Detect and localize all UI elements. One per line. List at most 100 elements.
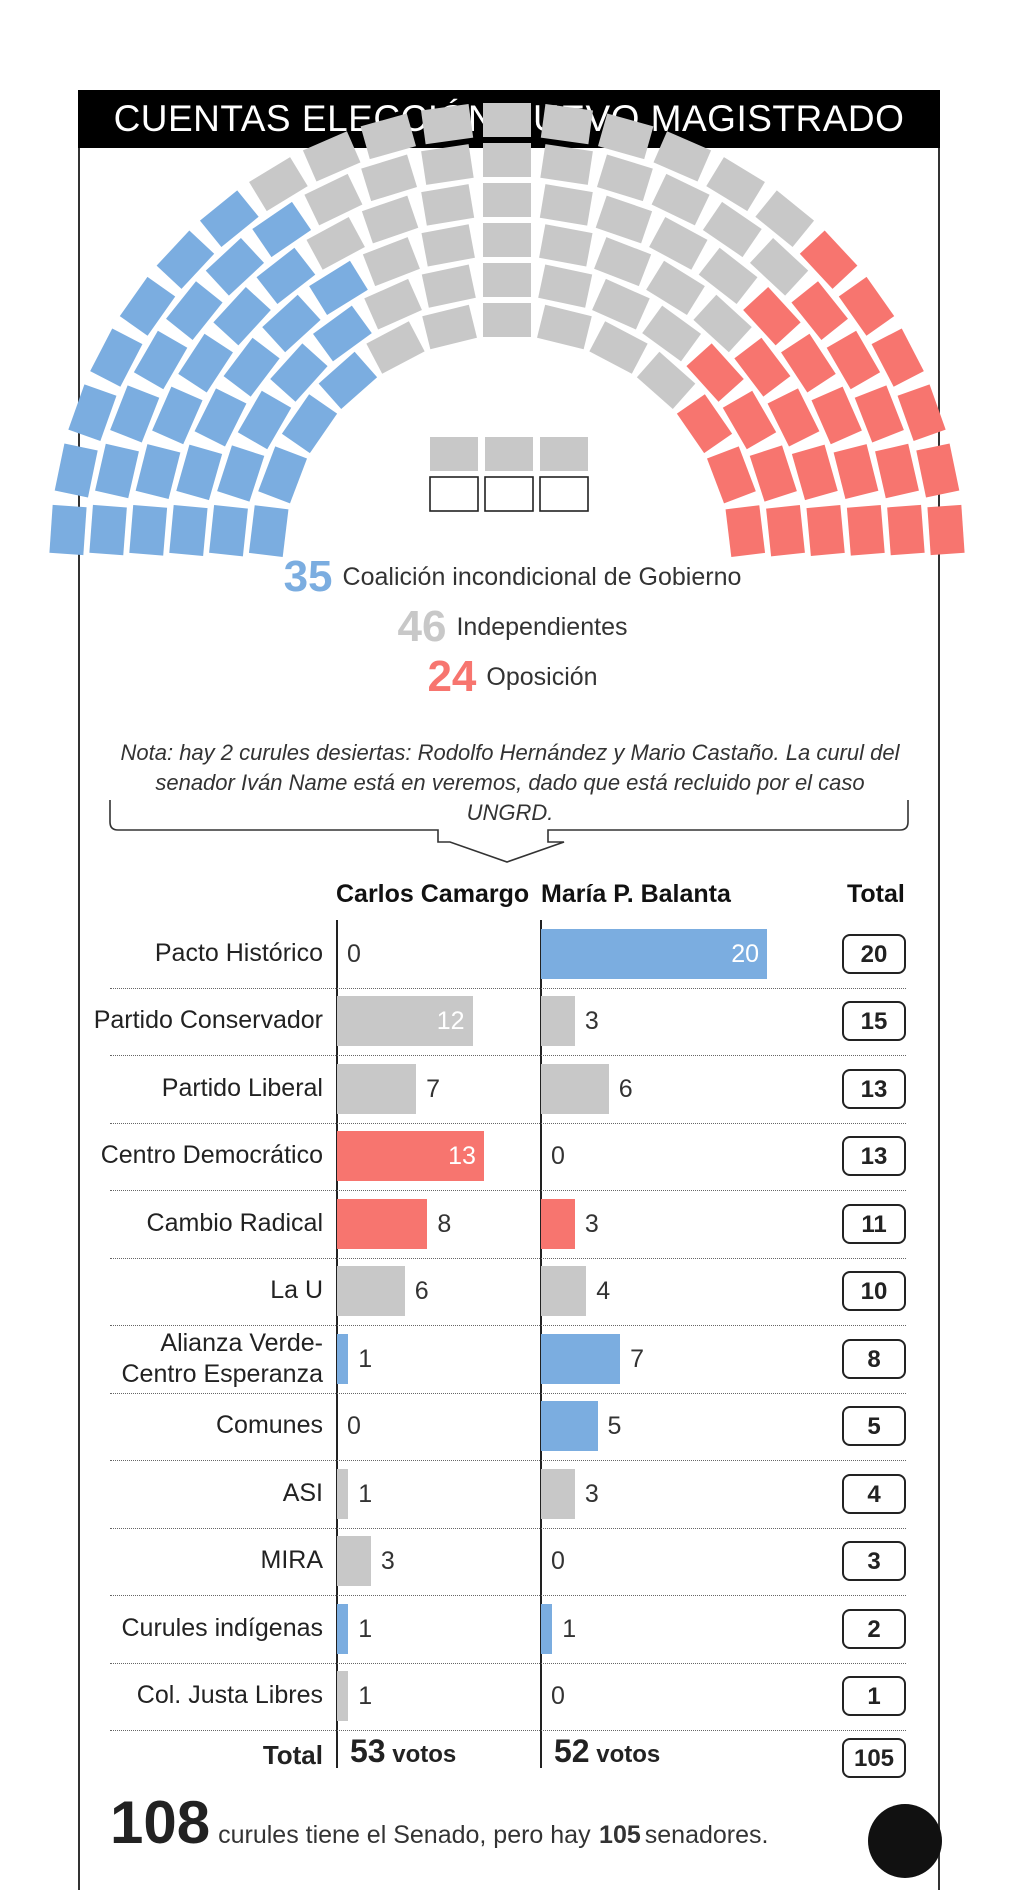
bar: [541, 928, 767, 979]
seat: [749, 445, 797, 502]
bar: [541, 1063, 609, 1114]
seat: [422, 304, 477, 350]
bar-value: 0: [551, 1682, 565, 1711]
seat: [706, 157, 765, 212]
row-total: 2: [842, 1608, 906, 1649]
seat: [54, 443, 98, 498]
row-total: 10: [842, 1271, 906, 1312]
note-text: Nota: hay 2 curules desiertas: Rodolfo H…: [110, 738, 910, 828]
seat: [596, 154, 653, 202]
footer-note: 108 curules tiene el Senado, pero hay 105…: [110, 1788, 768, 1857]
seat: [309, 260, 368, 315]
seat: [483, 223, 531, 257]
legend-oposicion: 24 Oposición: [0, 652, 1025, 702]
bar: [337, 1468, 349, 1519]
seat: [199, 190, 259, 248]
seat: [485, 437, 533, 471]
seat: [129, 504, 168, 556]
row-separator: [110, 1257, 906, 1259]
row-separator: [110, 1527, 906, 1529]
seat: [636, 351, 696, 410]
bar-value: 3: [584, 1479, 599, 1508]
seat: [217, 445, 265, 502]
seat: [838, 276, 895, 336]
seat: [194, 388, 247, 447]
legend-oposicion-label: Oposición: [486, 662, 598, 691]
bar-value: 0: [551, 1142, 565, 1171]
seat: [594, 237, 652, 287]
bar-value: 0: [347, 1412, 361, 1441]
legend-gobierno-count: 35: [283, 552, 333, 601]
seat: [589, 321, 648, 374]
seat: [649, 217, 708, 270]
row-total: 13: [842, 1068, 906, 1109]
seat: [743, 287, 801, 346]
note-line-1: Nota: hay 2 curules desiertas: Rodolfo H…: [120, 740, 900, 765]
seat: [366, 321, 425, 374]
bar-value: 6: [414, 1277, 429, 1306]
bar-value: 6: [618, 1074, 633, 1103]
seat: [68, 384, 117, 442]
seat: [811, 386, 862, 445]
seat: [178, 333, 233, 393]
seat: [252, 201, 312, 258]
bar-value: 3: [380, 1547, 395, 1576]
seat: [540, 144, 593, 185]
bar-value: 13: [448, 1142, 476, 1171]
row-separator: [110, 987, 906, 989]
seat: [90, 328, 143, 387]
seat: [595, 195, 653, 244]
seat: [833, 444, 879, 500]
bar: [541, 1333, 621, 1384]
row-total: 11: [842, 1203, 906, 1244]
seat: [875, 443, 919, 499]
seat: [651, 173, 710, 226]
seat: [749, 238, 809, 296]
seat: [421, 224, 475, 267]
row-total: 3: [842, 1541, 906, 1582]
bar-value: 1: [358, 1344, 373, 1373]
row-label: Curules indígenas: [121, 1613, 323, 1642]
row-total: 13: [842, 1136, 906, 1177]
total-votes-balanta: 52 votos: [554, 1733, 660, 1770]
row-label: Partido Conservador: [93, 1006, 323, 1035]
seat: [642, 305, 702, 362]
empty-seat: [484, 476, 534, 512]
bar-value: 7: [426, 1074, 440, 1103]
row-separator: [110, 1730, 906, 1731]
bar: [541, 1266, 587, 1317]
seat: [156, 230, 215, 289]
row-label: ASI: [282, 1478, 323, 1507]
row-label: Col. Justa Libres: [136, 1681, 323, 1710]
seat: [537, 304, 592, 350]
bar-value: 7: [630, 1344, 644, 1373]
seat: [597, 113, 654, 160]
bar-value: 1: [358, 1682, 373, 1711]
infographic-frame: [78, 90, 940, 1890]
row-separator: [110, 1325, 906, 1326]
row-label: Partido Liberal: [161, 1073, 323, 1102]
seat: [483, 303, 531, 337]
row-label: MIRA: [260, 1546, 324, 1575]
seat: [209, 505, 248, 557]
seat: [270, 343, 328, 402]
bar: [337, 1266, 405, 1317]
empty-seat: [429, 476, 479, 512]
total-votes-balanta-value: 52: [554, 1733, 590, 1769]
row-separator: [110, 1190, 906, 1191]
seat: [205, 238, 265, 296]
seat: [133, 330, 188, 390]
seat: [539, 224, 593, 267]
seat: [248, 505, 289, 557]
legend-gobierno-label: Coalición incondicional de Gobierno: [342, 562, 742, 591]
footer-bold-count: 105: [599, 1821, 641, 1849]
footer-text-2: senadores.: [644, 1821, 769, 1849]
seat: [176, 444, 223, 501]
row-total: 4: [842, 1473, 906, 1514]
grand-total-box: 105: [842, 1738, 906, 1778]
seat: [421, 264, 476, 308]
seat: [281, 394, 338, 454]
seat: [262, 294, 321, 353]
legend-independientes: 46 Independientes: [0, 602, 1025, 652]
seat: [927, 504, 965, 556]
